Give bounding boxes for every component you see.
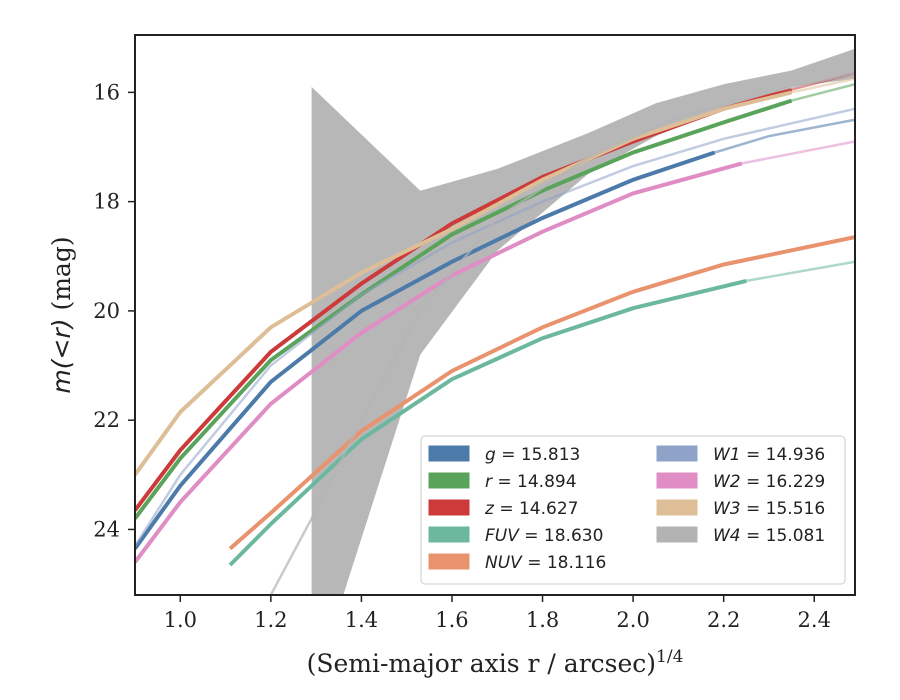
series-line-g <box>135 150 716 550</box>
legend-swatch-W4 <box>656 526 698 543</box>
legend-label-r: r = 14.894 <box>485 472 577 492</box>
legend-name-W3: W3 <box>713 499 741 519</box>
legend-value-g: = 15.813 <box>496 445 581 465</box>
legend-swatch-W1 <box>656 445 698 462</box>
legend-swatch-r <box>428 472 470 489</box>
y-axis-label: m(<r) (mag) <box>47 236 76 393</box>
legend-swatch-W2 <box>656 472 698 489</box>
y-tick-label: 20 <box>93 299 120 323</box>
axis-ticks: 1.0 1.2 1.4 1.6 1.8 2.0 2.2 2.4 16 18 20 22 24 <box>93 80 831 632</box>
legend-label-W3: W3 = 15.516 <box>713 499 825 519</box>
legend-swatch-FUV <box>428 526 470 543</box>
y-tick-label: 18 <box>93 190 120 214</box>
legend-value-W2: = 16.229 <box>741 472 826 492</box>
x-axis-label-exponent: 1/4 <box>656 647 683 667</box>
plot-frame <box>134 34 856 596</box>
series-line-faint-W1 <box>135 107 855 547</box>
legend-label-z: z = 14.627 <box>484 499 578 519</box>
x-tick-label: 2.0 <box>616 608 649 632</box>
legend-name-NUV: NUV <box>485 553 523 573</box>
x-tick-label: 2.2 <box>707 608 740 632</box>
legend-name-W1: W1 <box>713 445 741 465</box>
legend-box <box>420 435 846 585</box>
legend-label-g: g = 15.813 <box>485 445 580 465</box>
legend-value-W1: = 14.936 <box>741 445 826 465</box>
legend-label-W2: W2 = 16.229 <box>713 472 825 492</box>
legend-value-NUV: = 18.116 <box>522 553 607 573</box>
series-line-W4 <box>268 71 855 595</box>
legend-label-W1: W1 = 14.936 <box>713 445 825 465</box>
legend-label-W4: W4 = 15.081 <box>713 526 825 546</box>
legend-value-FUV: = 18.630 <box>519 526 604 546</box>
x-tick-label: 1.2 <box>254 608 287 632</box>
x-tick-label: 1.6 <box>435 608 468 632</box>
y-tick-label: 16 <box>93 80 120 104</box>
legend-swatch-NUV <box>428 553 470 570</box>
y-axis-label-symbol: m(<r) <box>47 318 76 393</box>
legend-value-W3: = 15.516 <box>741 499 826 519</box>
series-line-W3 <box>135 90 793 476</box>
legend-value-r: = 14.894 <box>492 472 577 492</box>
x-tick-label: 1.4 <box>345 608 378 632</box>
legend-label-FUV: FUV = 18.630 <box>485 526 603 546</box>
series-line-NUV <box>228 235 855 551</box>
legend-name-FUV: FUV <box>485 526 520 546</box>
legend-name-W2: W2 <box>713 472 741 492</box>
legend-label-NUV: NUV = 18.116 <box>485 553 606 573</box>
series-line-r <box>135 98 793 520</box>
legend-name-r: r <box>485 472 493 492</box>
series-line-W2 <box>135 161 743 564</box>
legend-value-z: = 14.627 <box>494 499 579 519</box>
series-line-FUV <box>228 278 747 567</box>
y-tick-label: 22 <box>93 408 120 432</box>
x-axis-label: (Semi-major axis r / arcsec)1/4 <box>307 647 684 678</box>
x-axis-label-text: (Semi-major axis r / arcsec) <box>307 649 656 678</box>
series-bands <box>311 48 855 595</box>
x-tick-label: 1.0 <box>164 608 197 632</box>
y-tick-label: 24 <box>93 517 120 541</box>
legend-name-g: g <box>485 445 496 465</box>
legend-swatch-W3 <box>656 499 698 516</box>
x-tick-label: 2.4 <box>798 608 831 632</box>
w4-uncertainty-band <box>311 48 855 595</box>
series-lines <box>135 71 855 595</box>
legend-value-W4: = 15.081 <box>741 526 826 546</box>
x-tick-label: 1.8 <box>526 608 559 632</box>
legend-swatch-g <box>428 445 470 462</box>
y-axis-label-unit: (mag) <box>47 236 76 318</box>
legend-name-z: z <box>484 499 495 519</box>
legend-name-W4: W4 <box>713 526 741 546</box>
legend-swatch-z <box>428 499 470 516</box>
